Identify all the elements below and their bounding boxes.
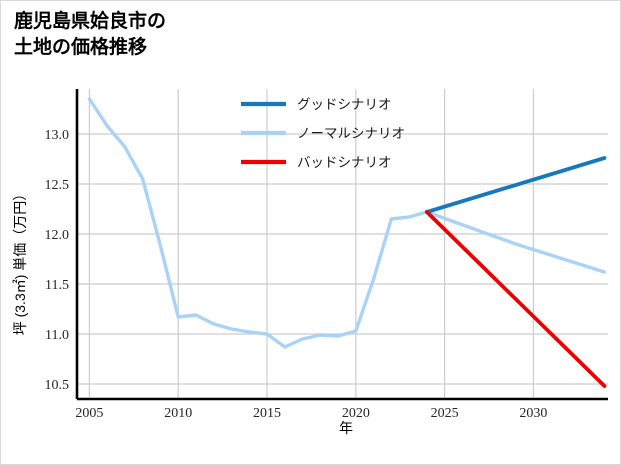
grid-lines [77,89,608,399]
x-axis-tick-labels: 2005 2010 2015 2020 2025 2030 [75,406,547,421]
y-axis-tick-labels: 10.5 11.0 11.5 12.0 12.5 13.0 [45,128,70,393]
series-line-ノーマルシナリオ [87,97,607,349]
legend-label: グッドシナリオ [297,97,392,112]
y-tick-label: 12.0 [45,228,70,243]
y-tick-label: 11.0 [45,328,69,343]
y-tick-label: 13.0 [45,128,70,143]
x-axis-title: 年 [339,420,353,436]
x-tick-label: 2005 [75,406,103,421]
series-line-バッドシナリオ [424,210,607,388]
legend-label: バッドシナリオ [297,155,392,170]
data-series-layer [87,97,607,388]
page-title: 鹿児島県姶良市の 土地の価格推移 [14,11,167,58]
axis-lines [75,89,608,401]
y-axis-title: 坪 (3.3㎡) 単価（万円） [12,187,28,336]
y-tick-label: 11.5 [45,278,69,293]
x-tick-label: 2025 [431,406,459,421]
y-tick-label: 12.5 [45,178,70,193]
x-tick-label: 2030 [519,406,547,421]
series-line-グッドシナリオ [424,156,607,214]
x-tick-label: 2020 [342,406,370,421]
legend-label: ノーマルシナリオ [297,126,405,141]
x-tick-label: 2015 [253,406,281,421]
x-tick-label: 2010 [164,406,192,421]
y-tick-label: 10.5 [45,378,70,393]
